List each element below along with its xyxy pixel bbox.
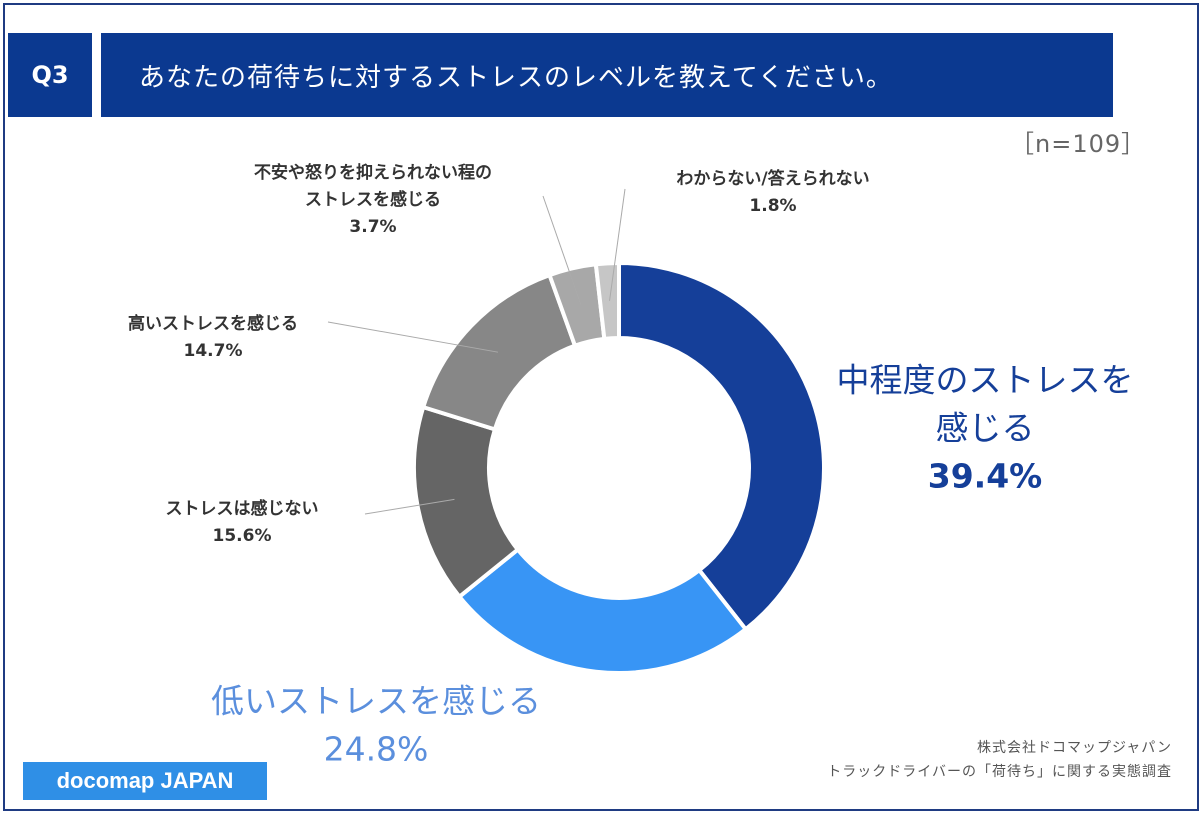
credit-survey: トラックドライバーの「荷待ち」に関する実態調査 — [827, 764, 1172, 780]
slice-category-label-1: 感じる — [936, 409, 1035, 448]
slice-value-label-6: 1.8% — [749, 196, 796, 216]
slice-category-label-3: ストレスは感じない — [166, 498, 319, 519]
slice-category-label-1: 中程度のストレスを — [837, 361, 1134, 400]
leader-line-3 — [364, 498, 455, 515]
donut-slice-2 — [457, 547, 748, 675]
leader-line-4 — [327, 321, 499, 353]
slice-value-label-2: 24.8% — [324, 730, 429, 769]
slice-category-label-5: 不安や怒りを抑えられない程の — [254, 162, 492, 183]
donut-slice-6 — [593, 261, 621, 341]
sample-size: ［n=109］ — [1010, 130, 1147, 158]
question-title: あなたの荷待ちに対するストレスのレベルを教えてください。 — [101, 33, 1113, 117]
slice-category-label-4: 高いストレスを感じる — [128, 313, 298, 334]
leader-line-5 — [542, 195, 582, 306]
question-label: Q3 — [8, 33, 92, 117]
question-title-text: あなたの荷待ちに対するストレスのレベルを教えてください。 — [139, 62, 893, 93]
slice-category-label-5: ストレスを感じる — [305, 189, 441, 210]
leader-line-6 — [609, 188, 626, 301]
page-frame — [3, 3, 1199, 811]
slice-value-label-3: 15.6% — [213, 526, 272, 546]
donut-slice-4 — [421, 273, 577, 432]
slice-category-label-6: わからない/答えられない — [676, 168, 869, 189]
brand-logo: docomap JAPAN — [23, 762, 267, 800]
credit-company: 株式会社ドコマップジャパン — [977, 740, 1172, 756]
slice-value-label-4: 14.7% — [184, 341, 243, 361]
slice-value-label-1: 39.4% — [928, 457, 1043, 496]
donut-slice-1 — [617, 261, 826, 632]
slice-category-label-2: 低いストレスを感じる — [211, 682, 541, 721]
slice-value-label-5: 3.7% — [349, 217, 396, 237]
